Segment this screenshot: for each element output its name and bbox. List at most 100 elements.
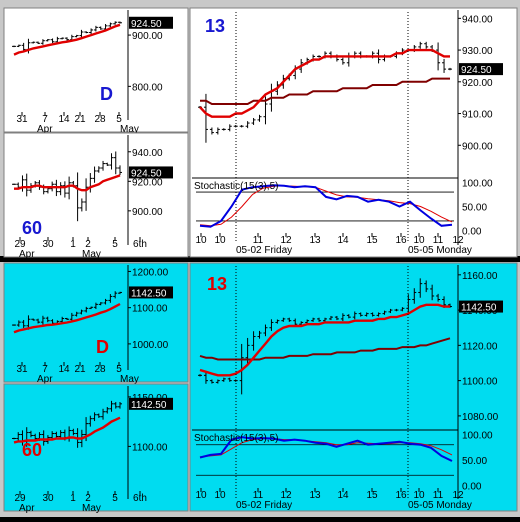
stochastic-label: Stochastic(15(3),5)	[194, 181, 278, 192]
stochastic-tick-label: 0.00	[462, 227, 482, 238]
last-price-value: 1142.50	[131, 288, 167, 299]
session-date-label: 05-05 Monday	[408, 245, 472, 256]
stochastic-tick-label: 0.00	[462, 481, 482, 492]
y-tick-label: 1100.00	[132, 304, 168, 315]
x-tick-label: 21	[74, 364, 86, 375]
x-tick-label: 29	[14, 239, 26, 250]
y-tick-label: 800.00	[132, 82, 163, 93]
session-date-label: 05-02 Friday	[236, 500, 292, 511]
stochastic-d-line	[199, 185, 453, 227]
x-tick-label: 10	[195, 235, 207, 246]
y-tick-label: 1200.00	[132, 267, 169, 278]
x-tick-label: 5	[112, 239, 118, 250]
month-label: May	[120, 374, 139, 385]
x-tick-label: 2	[85, 493, 91, 504]
chart-panel-top-daily: 900.00 800.00 924.50 D 31 7 14 21 28 5 Apr May	[3, 7, 189, 135]
timeframe-label: D	[96, 337, 109, 357]
month-label: Apr	[37, 124, 53, 135]
x-tick-label: 5	[116, 364, 122, 375]
timeframe-label: 13	[205, 16, 225, 36]
x-tick-label: 15	[366, 235, 378, 246]
y-tick-label: 940.00	[462, 14, 493, 25]
x-tick-label: 28	[94, 114, 106, 125]
fast-moving-average-line	[13, 23, 121, 56]
last-price-tag	[129, 286, 173, 299]
x-tick-label: 6th	[133, 239, 147, 250]
chart-panel-top-13: 940.00 930.00 920.00 910.00 900.00 924.50 13 10…	[189, 7, 518, 258]
x-tick-label: 12	[452, 490, 464, 501]
fast-moving-average-line	[13, 302, 121, 334]
stochastic-k-line	[199, 436, 453, 462]
x-tick-label: 14	[337, 490, 349, 501]
x-tick-label: 7	[42, 114, 48, 125]
timeframe-label: 60	[22, 440, 42, 460]
x-tick-label: 1	[70, 493, 76, 504]
month-label: May	[82, 503, 101, 514]
last-price-value: 924.50	[461, 65, 492, 76]
window-separator	[0, 256, 520, 262]
x-tick-label: 11	[433, 490, 444, 501]
panel-frame	[3, 262, 189, 383]
y-tick-label: 1160.00	[462, 271, 498, 282]
x-tick-label: 28	[94, 364, 106, 375]
y-tick-label: 900.00	[462, 141, 493, 152]
fast-moving-average-line	[14, 174, 121, 192]
y-tick-label: 900.00	[132, 207, 163, 218]
timeframe-label: D	[100, 84, 113, 104]
last-price-tag	[459, 63, 503, 76]
x-tick-label: 30	[42, 239, 54, 250]
x-tick-label: 13	[309, 490, 321, 501]
x-tick-label: 2	[85, 239, 91, 250]
y-tick-label: 1080.00	[462, 412, 499, 423]
x-tick-label: 13	[309, 235, 321, 246]
month-label: Apr	[37, 374, 53, 385]
x-tick-label: 10	[413, 235, 425, 246]
price-bars	[198, 278, 452, 395]
x-tick-label: 12	[280, 235, 292, 246]
x-tick-label: 11	[253, 490, 264, 501]
x-tick-label: 10	[413, 490, 425, 501]
stochastic-tick-label: 100.00	[462, 431, 493, 442]
stochastic-tick-label: 100.00	[462, 178, 493, 189]
x-tick-label: 11	[253, 235, 264, 246]
x-tick-label: 29	[14, 493, 26, 504]
last-price-value: 924.50	[131, 168, 162, 179]
x-tick-label: 1	[70, 239, 76, 250]
x-tick-label: 10	[195, 490, 207, 501]
x-tick-label: 14	[58, 364, 70, 375]
panel-frame	[189, 7, 518, 258]
x-tick-label: 6th	[133, 493, 147, 504]
x-tick-label: 14	[337, 235, 349, 246]
fast-moving-average-line	[199, 48, 450, 118]
price-bars	[12, 291, 122, 330]
stochastic-tick-label: 50.00	[462, 456, 487, 467]
x-tick-label: 16	[395, 490, 407, 501]
y-tick-label: 920.00	[132, 177, 163, 188]
fast-moving-average-line	[13, 416, 121, 444]
month-label: May	[120, 124, 139, 135]
x-tick-label: 5	[116, 114, 122, 125]
stochastic-k-line	[199, 184, 453, 228]
session-date-label: 05-02 Friday	[236, 245, 292, 256]
x-tick-label: 14	[58, 114, 70, 125]
y-tick-label: 900.00	[132, 31, 163, 42]
y-tick-label: 910.00	[462, 110, 493, 121]
panel-frame	[3, 132, 189, 258]
stochastic-tick-label: 50.00	[462, 203, 487, 214]
y-tick-label: 930.00	[462, 46, 493, 57]
x-tick-label: 10	[214, 235, 226, 246]
y-tick-label: 1000.00	[132, 340, 169, 351]
x-tick-label: 31	[16, 114, 28, 125]
x-tick-label: 12	[280, 490, 292, 501]
y-tick-label: 1120.00	[462, 341, 498, 352]
timeframe-label: 13	[207, 274, 227, 294]
x-tick-label: 30	[42, 493, 54, 504]
x-tick-label: 10	[214, 490, 226, 501]
last-price-tag	[459, 300, 503, 313]
x-tick-label: 21	[74, 114, 86, 125]
y-tick-label: 1100.00	[462, 377, 498, 388]
last-price-value: 1142.50	[131, 400, 167, 411]
